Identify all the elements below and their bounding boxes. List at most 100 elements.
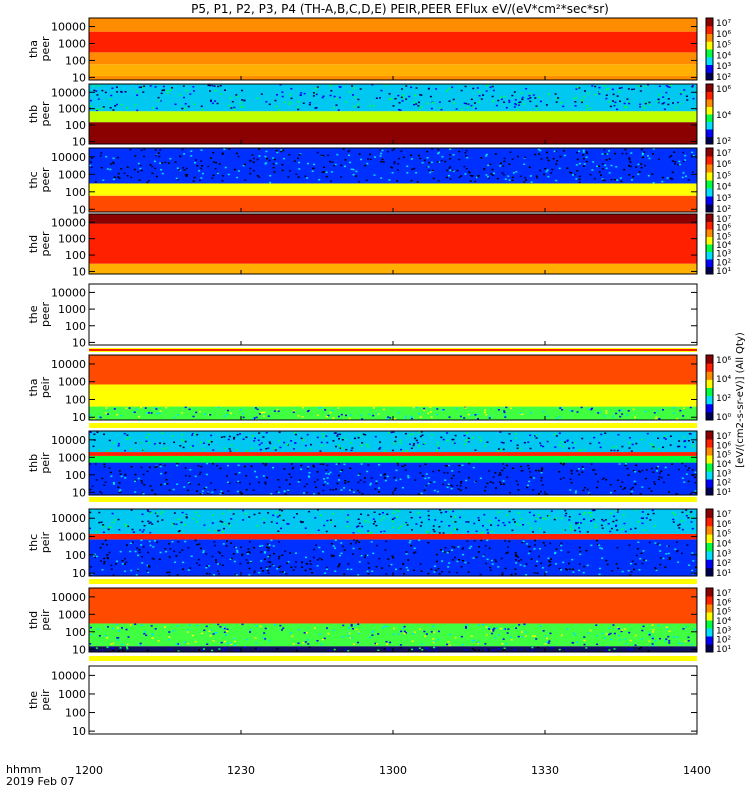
noise-speck (654, 417, 657, 420)
noise-speck (299, 94, 302, 96)
noise-speck (187, 481, 190, 484)
noise-speck (95, 531, 98, 533)
noise-speck (466, 107, 469, 109)
noise-speck (420, 521, 423, 524)
noise-speck (428, 649, 431, 652)
noise-speck (211, 84, 214, 87)
noise-speck (198, 410, 201, 413)
y-tick-label: 10000 (51, 591, 86, 604)
noise-speck (537, 148, 540, 151)
noise-speck (420, 431, 423, 433)
noise-speck (616, 95, 619, 97)
noise-speck (378, 513, 381, 516)
noise-speck (442, 438, 445, 441)
energy-band (89, 64, 697, 77)
noise-speck (407, 475, 410, 477)
colorbar-frame (705, 213, 714, 275)
noise-speck (497, 448, 500, 450)
noise-speck (149, 511, 152, 513)
noise-speck (233, 546, 236, 548)
noise-speck (355, 175, 358, 177)
noise-speck (148, 540, 151, 543)
noise-speck (347, 514, 350, 516)
noise-speck (156, 512, 159, 514)
noise-speck (662, 446, 665, 449)
noise-speck (663, 437, 666, 439)
noise-speck (412, 569, 415, 572)
noise-speck (605, 412, 608, 414)
noise-speck (629, 488, 632, 490)
noise-speck (570, 529, 573, 531)
noise-speck (399, 644, 402, 646)
noise-speck (609, 105, 612, 108)
noise-speck (148, 466, 151, 469)
noise-speck (236, 649, 239, 651)
noise-speck (582, 149, 585, 152)
noise-speck (527, 484, 530, 487)
noise-speck (400, 448, 403, 451)
noise-speck (99, 546, 102, 549)
noise-speck (647, 84, 650, 86)
noise-speck (578, 513, 581, 515)
noise-speck (385, 640, 388, 643)
noise-speck (560, 569, 563, 571)
noise-speck (221, 628, 224, 630)
noise-speck (574, 634, 577, 636)
noise-speck (101, 650, 104, 652)
noise-speck (338, 96, 341, 99)
noise-speck (629, 528, 632, 530)
noise-speck (592, 161, 595, 163)
noise-speck (540, 470, 543, 472)
noise-speck (242, 106, 245, 109)
colorbar-frame (705, 587, 714, 653)
noise-speck (657, 98, 660, 101)
noise-speck (372, 414, 375, 417)
noise-speck (321, 638, 324, 641)
noise-speck (534, 539, 537, 542)
noise-speck (217, 529, 220, 532)
noise-speck (409, 443, 412, 445)
noise-speck (598, 171, 601, 173)
noise-speck (338, 554, 341, 557)
noise-speck (167, 639, 170, 641)
noise-speck (399, 442, 402, 444)
noise-speck (581, 437, 584, 440)
colorbar-tick-label: 10⁵ (716, 530, 731, 540)
noise-speck (539, 100, 542, 103)
noise-speck (540, 467, 543, 469)
noise-speck (138, 179, 141, 181)
noise-speck (671, 178, 674, 180)
noise-speck (610, 164, 613, 167)
separator-stripe (89, 579, 697, 584)
noise-speck (182, 166, 185, 169)
noise-speck (212, 174, 215, 177)
noise-speck (554, 551, 557, 554)
noise-speck (393, 418, 396, 420)
noise-speck (433, 565, 436, 567)
noise-speck (134, 155, 137, 157)
noise-speck (354, 624, 357, 627)
noise-speck (138, 86, 141, 89)
noise-speck (446, 484, 449, 486)
noise-speck (311, 571, 314, 574)
noise-speck (215, 161, 218, 164)
noise-speck (452, 98, 455, 101)
noise-speck (371, 631, 374, 633)
noise-speck (612, 624, 615, 626)
noise-speck (98, 635, 101, 637)
y-axis-label: tha (27, 40, 40, 58)
y-axis-label: peir (39, 376, 52, 398)
noise-speck (371, 570, 374, 573)
noise-speck (397, 633, 400, 635)
noise-speck (619, 639, 622, 641)
noise-speck (340, 447, 343, 449)
noise-speck (444, 547, 447, 549)
noise-speck (254, 407, 257, 409)
noise-speck (149, 521, 152, 524)
noise-speck (261, 545, 264, 547)
noise-speck (604, 519, 607, 521)
noise-speck (110, 448, 113, 451)
noise-speck (578, 162, 581, 165)
noise-speck (652, 153, 655, 155)
noise-speck (229, 524, 232, 527)
